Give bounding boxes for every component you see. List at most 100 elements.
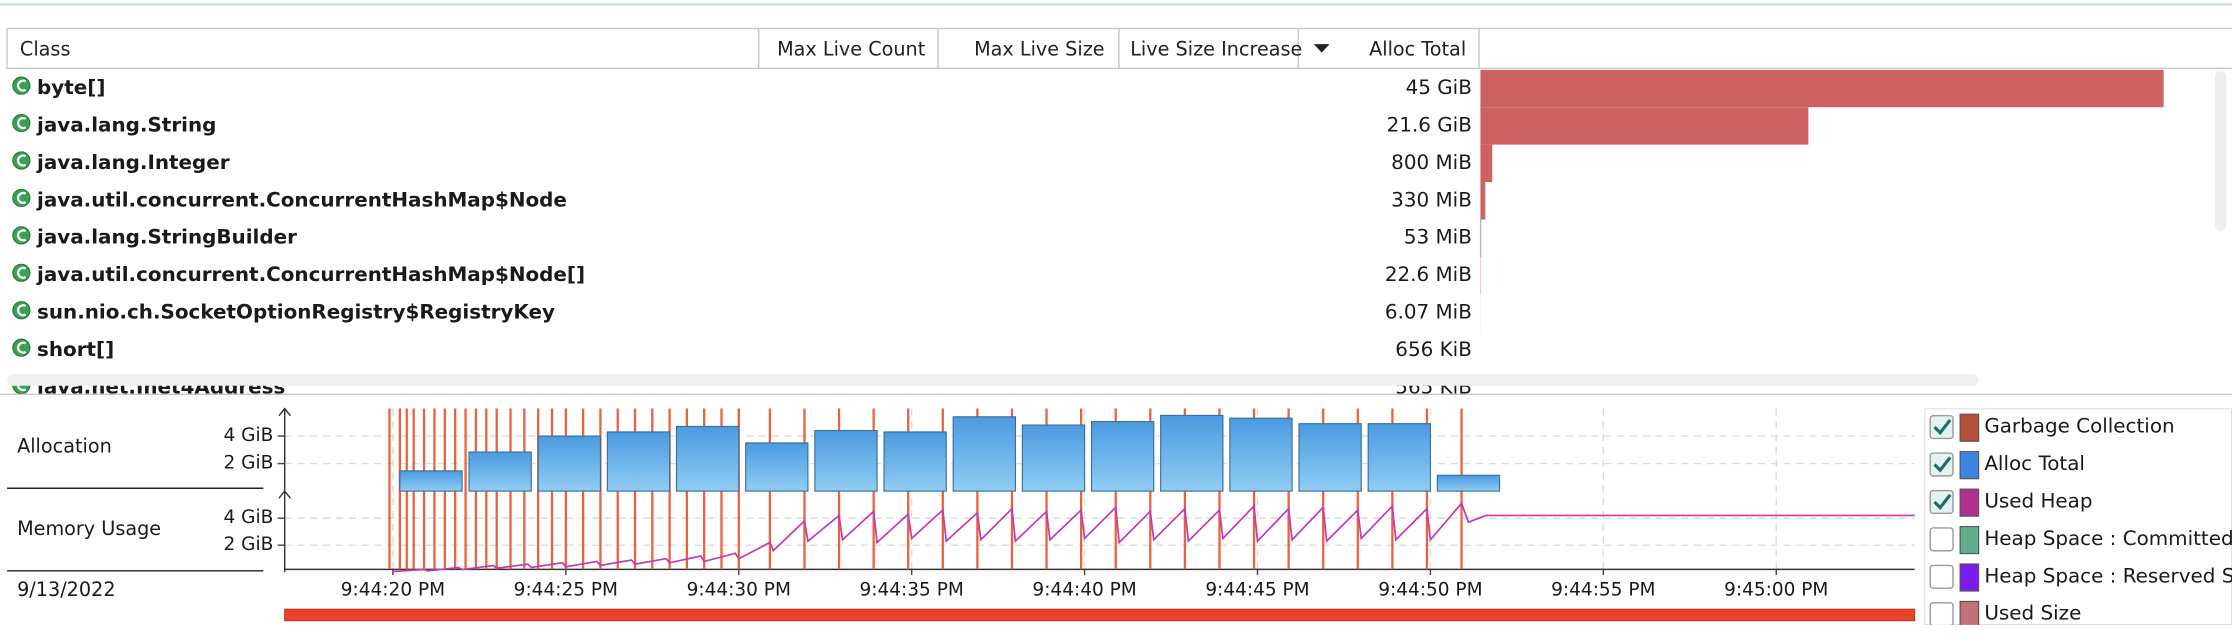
legend-swatch bbox=[1959, 600, 1980, 625]
checkbox[interactable] bbox=[1929, 564, 1954, 589]
x-tick-label: 9:44:50 PM bbox=[1378, 580, 1482, 601]
alloc-bar bbox=[814, 429, 878, 492]
alloc-bar bbox=[1480, 219, 1482, 257]
legend-label: Heap Space : Reserved Siz bbox=[1984, 564, 2232, 587]
table-row[interactable]: short[] 656 KiB bbox=[12, 331, 1481, 370]
class-name: java.lang.Integer bbox=[36, 151, 230, 174]
class-name: short[] bbox=[37, 338, 114, 361]
legend-item[interactable]: Used Heap bbox=[1929, 488, 2093, 517]
class-name: byte[] bbox=[37, 76, 105, 99]
class-icon-c bbox=[16, 117, 27, 130]
alloc-total: 53 MiB bbox=[1404, 226, 1472, 249]
table-row[interactable]: java.util.concurrent.ConcurrentHashMap$N… bbox=[12, 256, 1481, 295]
alloc-bar bbox=[1160, 414, 1224, 492]
table-row[interactable]: sun.nio.ch.SocketOptionRegistry$Registry… bbox=[12, 294, 1481, 332]
x-tick-label: 9:44:30 PM bbox=[687, 580, 791, 601]
legend-swatch bbox=[1959, 563, 1980, 592]
x-tick-label: 9:44:55 PM bbox=[1551, 580, 1655, 601]
check-mark bbox=[1933, 456, 1952, 473]
column-header[interactable]: Max Live Size bbox=[974, 37, 1105, 60]
alloc-total: 656 KiB bbox=[1395, 338, 1472, 361]
alloc-bar bbox=[1229, 417, 1293, 492]
alloc-bar bbox=[1480, 69, 2164, 108]
x-tick-label: 9:44:20 PM bbox=[341, 580, 445, 601]
class-icon-c bbox=[16, 229, 27, 242]
checkbox[interactable] bbox=[1929, 527, 1954, 552]
alloc-bar bbox=[745, 442, 809, 492]
alloc-bar bbox=[952, 416, 1016, 492]
x-tick-label: 9:44:35 PM bbox=[860, 580, 964, 601]
alloc-total: 800 MiB bbox=[1391, 151, 1472, 174]
column-header[interactable]: Live Size Increase bbox=[1130, 37, 1302, 60]
table-row[interactable]: byte[] 45 GiB bbox=[12, 69, 2164, 108]
alloc-bar bbox=[1298, 423, 1362, 492]
y-tick-label: 4 GiB bbox=[223, 425, 273, 446]
x-tick-label: 9:44:25 PM bbox=[514, 580, 618, 601]
v-scrollbar[interactable] bbox=[2214, 71, 2227, 231]
class-name: java.util.concurrent.ConcurrentHashMap$N… bbox=[36, 188, 567, 211]
table-row[interactable]: java.lang.Integer 800 MiB bbox=[12, 144, 1493, 183]
lane-label: Allocation bbox=[17, 434, 112, 457]
x-tick-label: 9:44:40 PM bbox=[1032, 580, 1136, 601]
column-header[interactable]: Alloc Total bbox=[1369, 37, 1466, 60]
alloc-total: 21.6 GiB bbox=[1387, 113, 1472, 136]
header-bg bbox=[6, 27, 1480, 70]
check-mark bbox=[1933, 418, 1952, 436]
alloc-total: 45 GiB bbox=[1406, 76, 1472, 99]
table-row[interactable]: java.lang.StringBuilder 53 MiB bbox=[12, 219, 1482, 257]
alloc-bar bbox=[537, 435, 602, 492]
y-tick-label: 2 GiB bbox=[223, 534, 273, 555]
class-icon-c bbox=[16, 341, 27, 354]
alloc-total: 330 MiB bbox=[1391, 188, 1472, 211]
table-row[interactable]: java.lang.String 21.6 GiB bbox=[12, 107, 1809, 145]
legend-item[interactable]: Garbage Collection bbox=[1929, 413, 2175, 442]
legend-item[interactable]: Heap Space : Committed S bbox=[1929, 525, 2232, 555]
legend-label: Heap Space : Committed S bbox=[1984, 527, 2232, 550]
alloc-bar bbox=[1480, 144, 1493, 183]
lane-label: Memory Usage bbox=[17, 517, 161, 540]
checkbox[interactable] bbox=[1929, 489, 1954, 515]
y-tick-label: 4 GiB bbox=[223, 507, 273, 528]
x-tick-label: 9:44:45 PM bbox=[1205, 580, 1309, 601]
y-axis-arrow bbox=[278, 489, 291, 499]
alloc-bar bbox=[606, 431, 671, 492]
class-icon-c bbox=[16, 304, 27, 317]
alloc-bar bbox=[1090, 421, 1155, 492]
timeline-chart: 9:44:20 PM 9:44:25 PM 9:44:30 PM 9:44:35 PM… bbox=[223, 407, 1915, 601]
checkbox[interactable] bbox=[1929, 452, 1954, 477]
legend-item[interactable]: Alloc Total bbox=[1929, 451, 2085, 480]
sort-arrow[interactable] bbox=[1313, 44, 1330, 53]
used-heap-line bbox=[392, 501, 1915, 573]
y-axis-arrow bbox=[278, 407, 291, 417]
alloc-bar bbox=[1480, 182, 1486, 220]
alloc-total: 6.07 MiB bbox=[1385, 301, 1472, 324]
class-name: sun.nio.ch.SocketOptionRegistry$Registry… bbox=[37, 301, 555, 324]
alloc-bar bbox=[399, 470, 463, 492]
legend-label: Used Heap bbox=[1984, 489, 2092, 512]
range-selector[interactable] bbox=[284, 608, 1916, 622]
class-name: java.lang.StringBuilder bbox=[36, 226, 297, 249]
check-mark bbox=[1933, 493, 1952, 510]
checkbox[interactable] bbox=[1929, 602, 1954, 626]
class-name: java.lang.String bbox=[36, 113, 216, 136]
legend-item[interactable]: Heap Space : Reserved Siz bbox=[1929, 563, 2232, 592]
alloc-bar bbox=[883, 431, 947, 492]
alloc-bar bbox=[675, 425, 740, 492]
alloc-bar bbox=[1367, 423, 1431, 492]
checkbox[interactable] bbox=[1929, 414, 1954, 440]
legend-item[interactable]: Used Size bbox=[1929, 600, 2081, 628]
table-header: Class Max Live Count Max Live Size Live … bbox=[6, 27, 2232, 70]
legend-swatch bbox=[1959, 488, 1980, 517]
table-row[interactable]: java.util.concurrent.ConcurrentHashMap$N… bbox=[12, 182, 1486, 220]
x-tick-label: 9:45:00 PM bbox=[1724, 580, 1828, 601]
alloc-total: 22.6 MiB bbox=[1385, 263, 1472, 286]
column-header[interactable]: Max Live Count bbox=[777, 37, 926, 60]
class-icon-c bbox=[16, 191, 27, 204]
class-icon-c bbox=[16, 266, 27, 279]
class-name: java.util.concurrent.ConcurrentHashMap$N… bbox=[36, 263, 585, 286]
h-scrollbar[interactable] bbox=[7, 374, 1979, 386]
legend-swatch bbox=[1959, 525, 1980, 555]
column-header[interactable]: Class bbox=[20, 37, 71, 60]
legend-swatch bbox=[1959, 413, 1980, 442]
